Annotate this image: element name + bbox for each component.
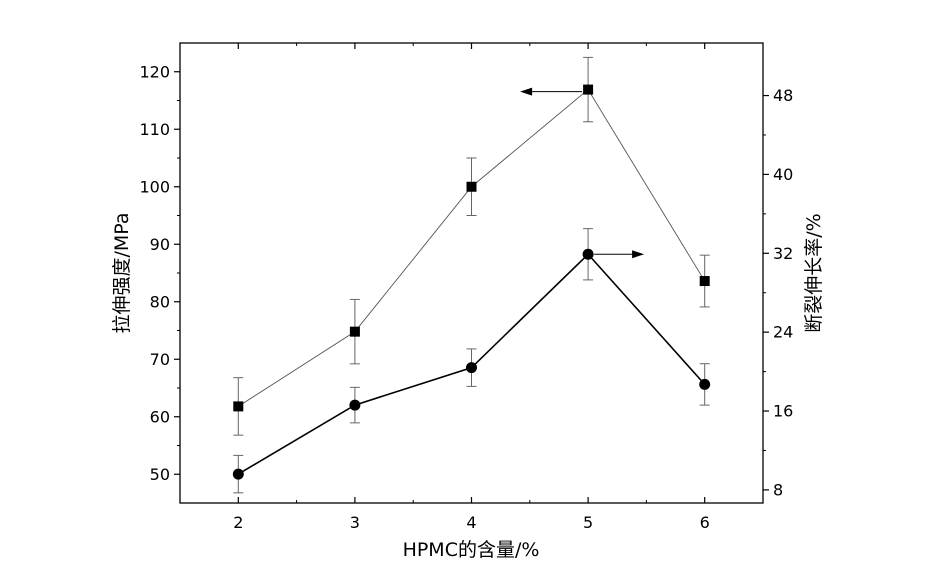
left-axis-ticks: 50 60 70 80 90 100 110 120 [139,62,180,484]
left-tick-label: 80 [150,292,170,311]
x-tick-label: 6 [700,513,710,532]
left-tick-label: 110 [139,120,170,139]
data-point-circle [699,378,711,390]
indicator-arrow-head-right [632,250,645,259]
data-point-square [466,181,477,192]
data-point-square [233,401,244,412]
right-tick-label: 8 [773,480,783,499]
x-tick-label: 5 [583,513,593,532]
left-tick-label: 60 [150,407,170,426]
data-point-square [583,84,594,95]
right-axis-title: 断裂伸长率/% [803,213,825,332]
left-tick-label: 120 [139,62,170,81]
x-tick-label: 3 [350,513,360,532]
right-axis-ticks: 8 16 24 32 40 48 [763,86,793,499]
data-point-square [349,326,360,337]
data-point-circle [582,248,594,260]
left-tick-label: 90 [150,235,170,254]
x-axis-title: HPMC的含量/% [403,539,540,561]
series-2 [232,228,711,494]
left-tick-label: 100 [139,177,170,196]
data-point-circle [466,362,477,374]
x-tick-label: 2 [233,513,243,532]
x-tick-label: 4 [466,513,476,532]
right-tick-label: 48 [773,86,793,105]
right-tick-label: 16 [773,402,793,421]
data-point-circle [349,399,361,411]
left-tick-label: 50 [150,465,170,484]
indicator-arrow-head-left [520,87,533,96]
right-tick-label: 32 [773,244,793,263]
right-tick-label: 40 [773,165,793,184]
data-point-square [699,276,710,287]
x-axis-ticks: 2 3 4 5 6 [233,43,710,532]
left-tick-label: 70 [150,350,170,369]
left-axis-title: 拉伸强度/MPa [111,212,133,333]
data-point-circle [232,468,244,480]
right-tick-label: 24 [773,323,793,342]
plot-frame [179,42,764,504]
series-1 [233,56,710,436]
series-layer [232,56,711,494]
